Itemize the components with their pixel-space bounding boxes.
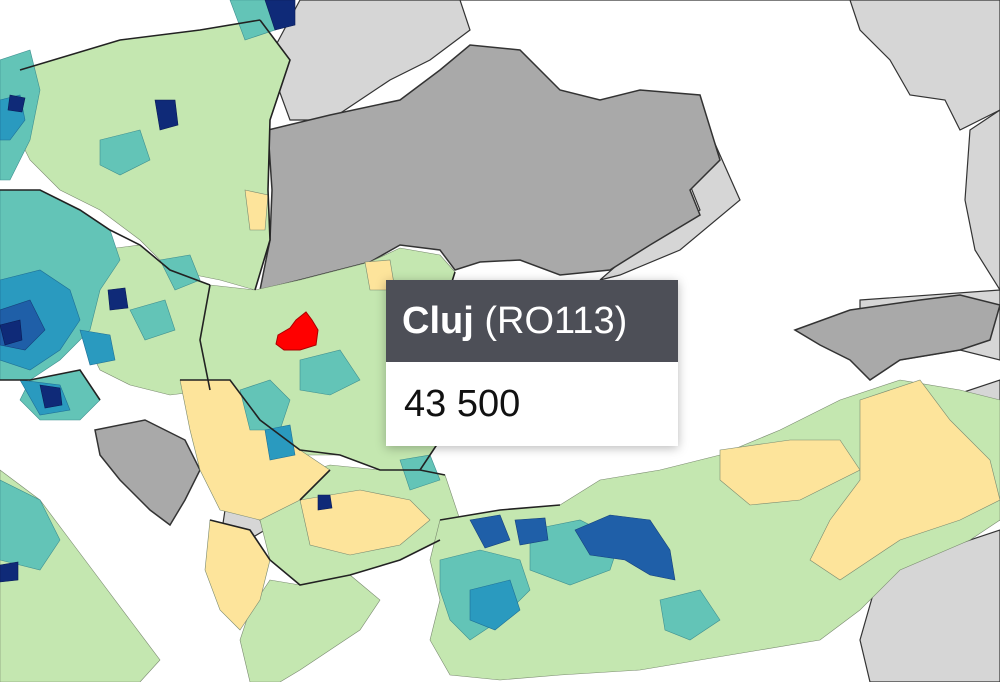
tooltip-value: 43 500: [404, 382, 521, 425]
country-borders: [0, 19, 561, 586]
region-tooltip: Cluj (RO113) 43 500: [386, 280, 678, 446]
regions-class-highest: [0, 0, 333, 583]
tooltip-region-code: (RO113): [484, 299, 628, 342]
tooltip-spacer: [474, 300, 485, 343]
tooltip-region-name: Cluj: [402, 299, 474, 342]
tooltip-header: Cluj (RO113): [386, 280, 678, 362]
no-data-countries: [94, 44, 1000, 527]
regions-class-low: [179, 189, 1000, 631]
highlighted-region-cluj[interactable]: [275, 311, 319, 351]
